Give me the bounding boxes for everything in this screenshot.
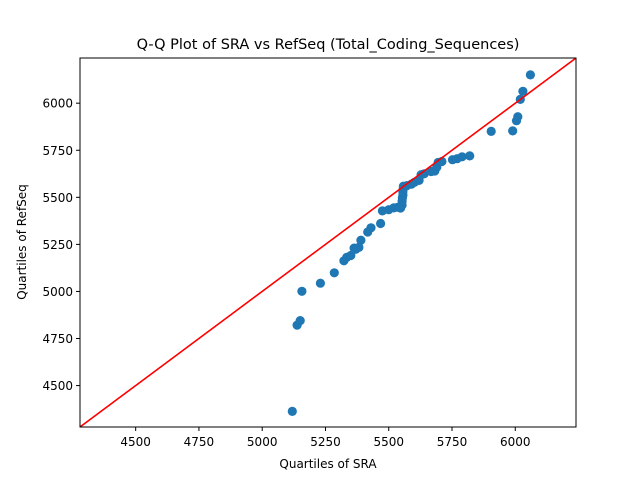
x-tick-label-5000: 5000 [247, 435, 278, 449]
data-point-11 [354, 242, 364, 252]
x-tick-label-6000: 6000 [500, 435, 531, 449]
x-tick-label-4750: 4750 [184, 435, 215, 449]
data-point-3 [297, 286, 307, 296]
data-point-4 [315, 278, 325, 288]
y-axis-label: Quartiles of RefSeq [15, 184, 29, 300]
x-tick-label-5250: 5250 [310, 435, 341, 449]
y-tick-label-5250: 5250 [42, 238, 73, 252]
data-point-44 [508, 126, 518, 136]
x-axis: 4500 4750 5000 5250 5500 5750 6000 [120, 427, 531, 449]
data-point-46 [513, 112, 523, 122]
y-tick-label-6000: 6000 [42, 97, 73, 111]
data-point-12 [356, 235, 366, 245]
y-tick-label-4750: 4750 [42, 332, 73, 346]
x-tick-label-4500: 4500 [120, 435, 151, 449]
data-point-5 [329, 268, 339, 278]
x-axis-label: Quartiles of SRA [279, 457, 377, 471]
y-tick-label-5000: 5000 [42, 285, 73, 299]
y-axis: 4500 4750 5000 5250 5500 5750 6000 [42, 97, 80, 393]
data-point-48 [518, 86, 528, 96]
data-point-49 [525, 70, 536, 80]
x-tick-label-5500: 5500 [373, 435, 404, 449]
data-point-8 [346, 250, 356, 261]
x-tick-label-5750: 5750 [437, 435, 468, 449]
y-tick-label-5500: 5500 [42, 191, 73, 205]
data-point-33 [419, 169, 429, 179]
reference-line-layer [80, 58, 576, 427]
chart-title: Q-Q Plot of SRA vs RefSeq (Total_Coding_… [137, 37, 520, 53]
data-point-2 [295, 316, 305, 326]
data-point-14 [366, 223, 376, 233]
points-layer [287, 70, 536, 416]
reference-line [80, 58, 576, 427]
data-point-42 [465, 151, 475, 161]
y-tick-label-4500: 4500 [42, 379, 73, 393]
data-point-41 [457, 152, 467, 162]
data-point-0 [287, 406, 297, 416]
data-point-43 [486, 126, 496, 136]
plot-frame [79, 57, 577, 428]
y-tick-label-5750: 5750 [42, 144, 73, 158]
data-point-15 [376, 218, 386, 229]
